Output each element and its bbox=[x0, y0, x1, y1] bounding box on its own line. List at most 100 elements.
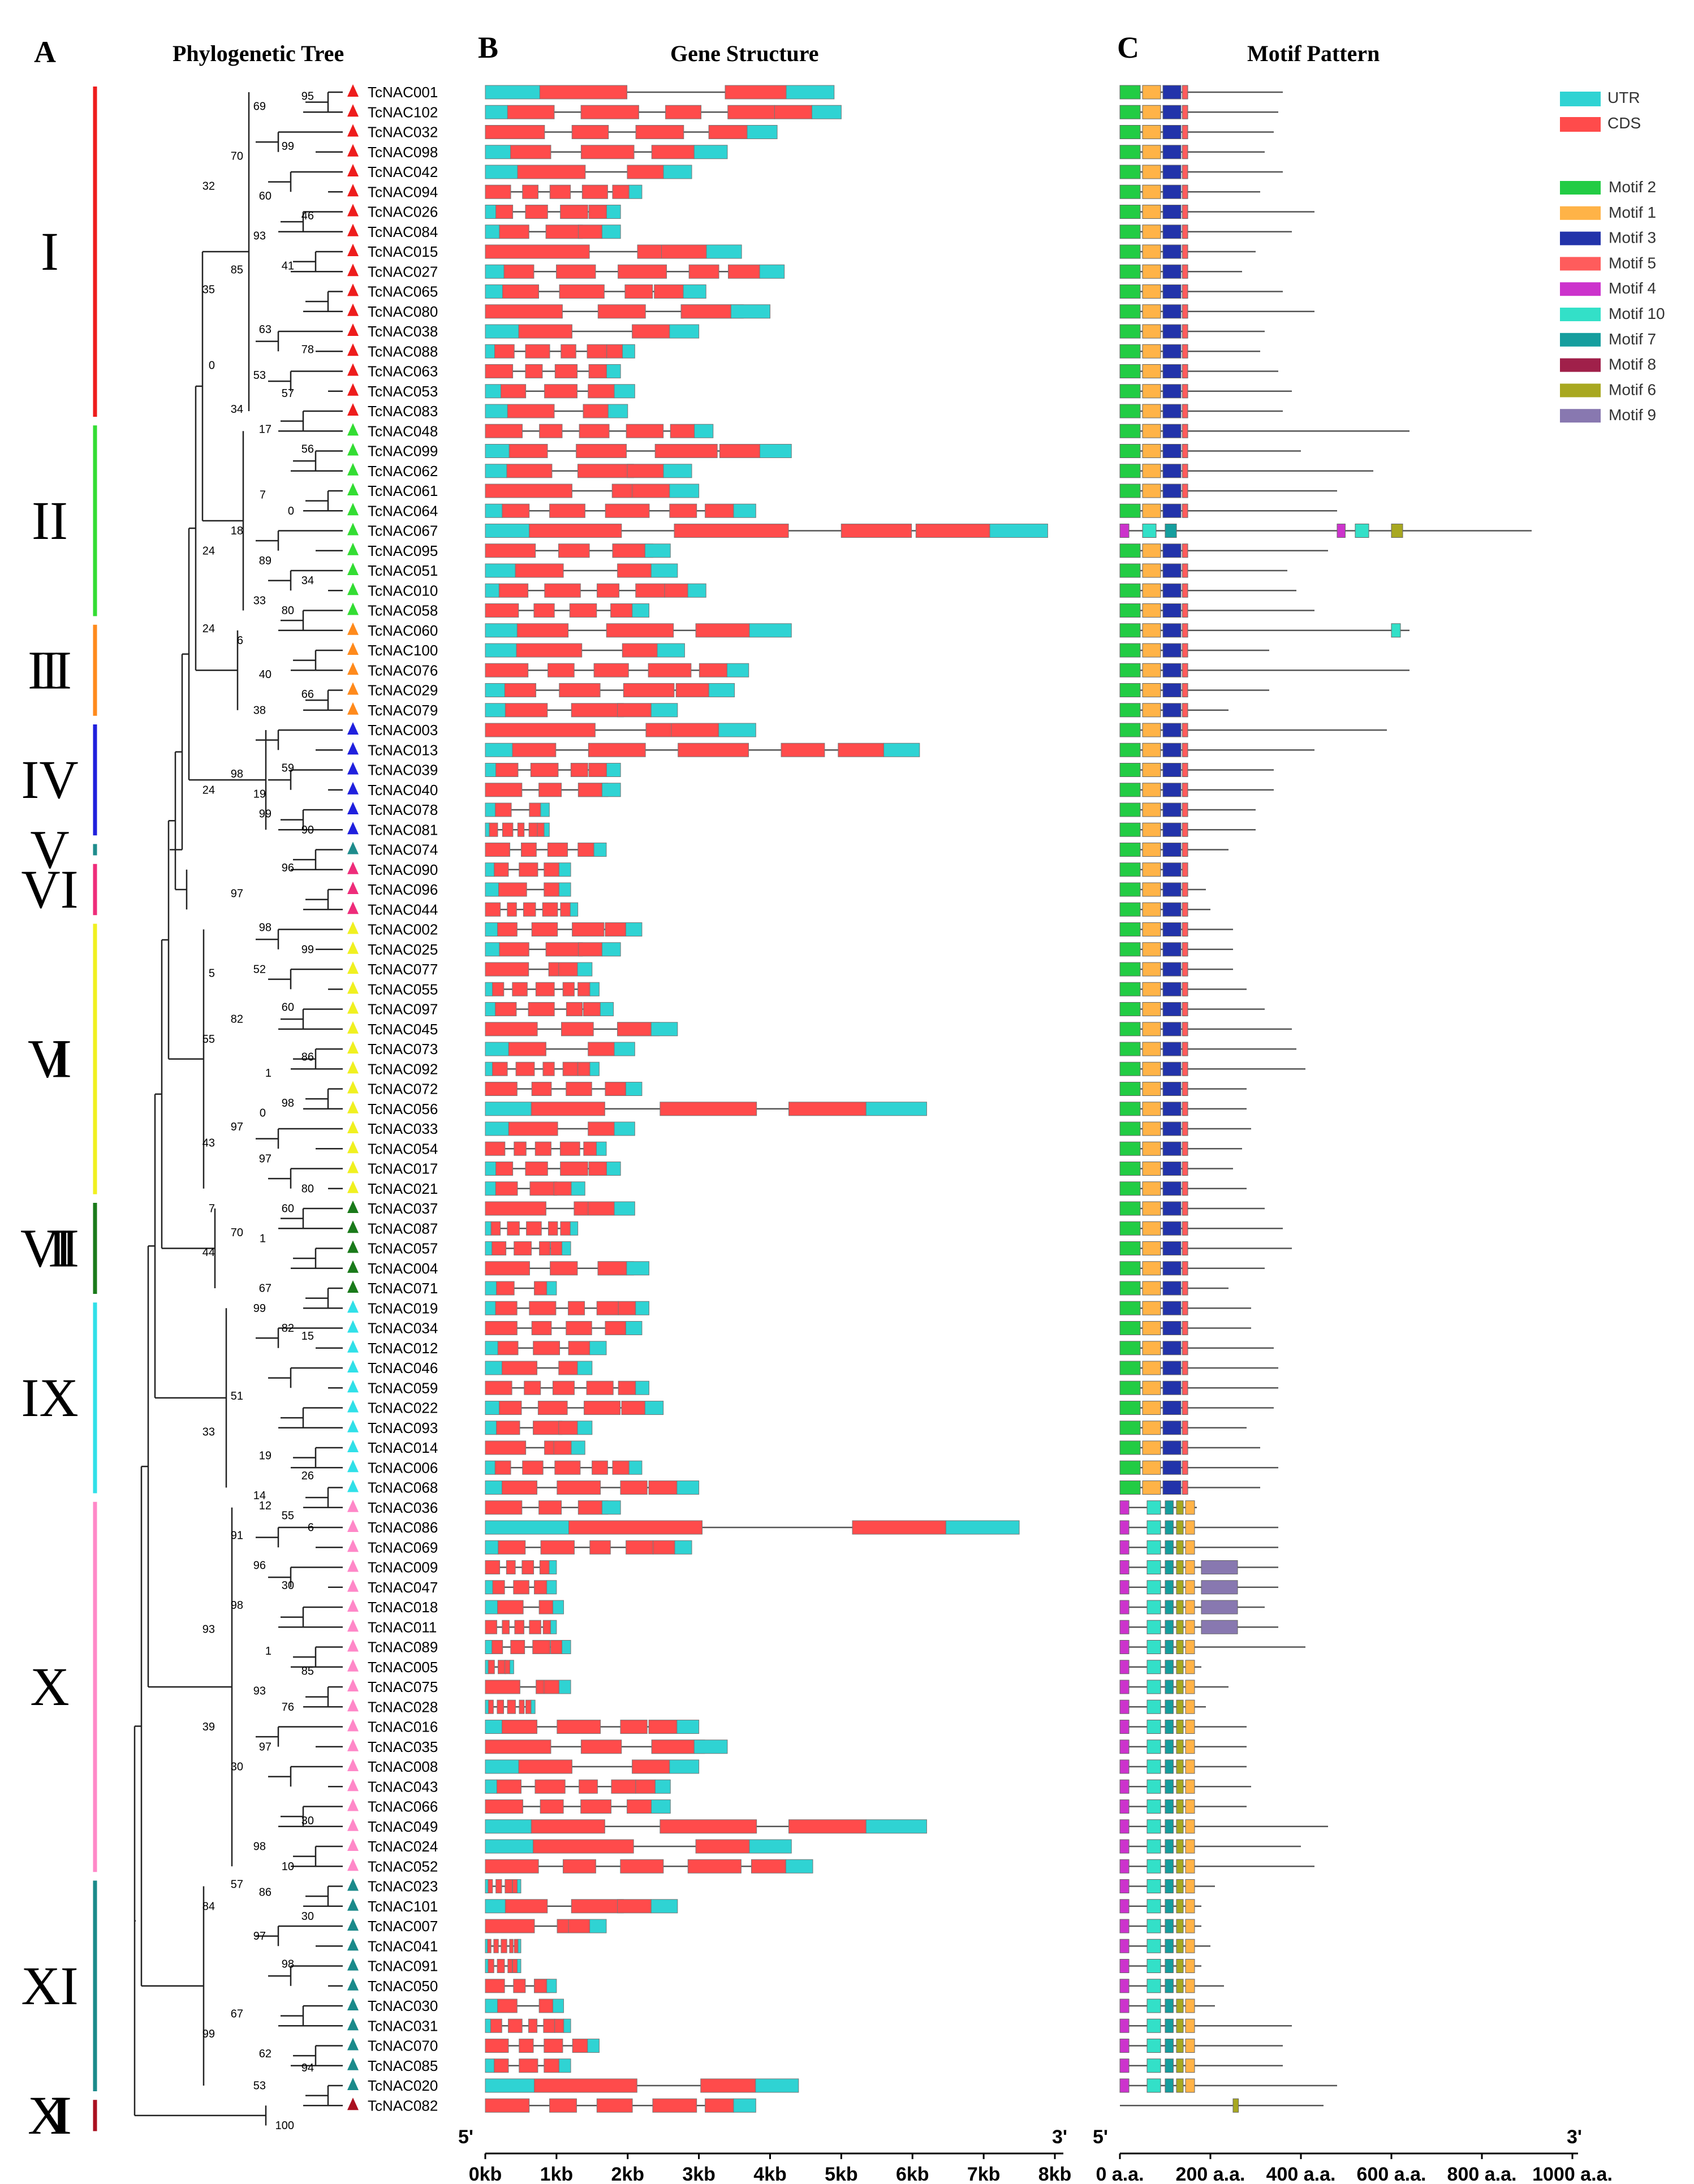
triangle-marker bbox=[347, 1280, 359, 1293]
motif-block-motif-5 bbox=[1182, 184, 1188, 199]
cds-block bbox=[489, 822, 498, 837]
gene-label: TcNAC002 bbox=[368, 921, 438, 938]
motif-block-motif-1 bbox=[1142, 1261, 1161, 1276]
motif-block-motif-7 bbox=[1165, 1999, 1174, 2013]
cds-block bbox=[502, 1361, 537, 1375]
motif-block-motif-5 bbox=[1182, 942, 1188, 957]
bootstrap-value: 96 bbox=[253, 1560, 266, 1572]
cds-block bbox=[485, 723, 596, 737]
motif-block-motif-3 bbox=[1162, 882, 1182, 897]
cds-block bbox=[550, 1241, 562, 1255]
gene-label: TcNAC076 bbox=[368, 662, 438, 679]
cds-block bbox=[507, 902, 517, 917]
panel-c-title: Motif Pattern bbox=[1247, 41, 1380, 66]
motif-block-motif-1 bbox=[1185, 1959, 1195, 1973]
motif-block-motif-1 bbox=[1142, 882, 1161, 897]
motif-block-motif-1 bbox=[1142, 1121, 1161, 1136]
cds-block bbox=[539, 85, 628, 100]
motif-block-motif-6 bbox=[1176, 1799, 1184, 1814]
cds-block bbox=[488, 1699, 494, 1714]
motif-block-motif-2 bbox=[1119, 225, 1141, 239]
motif-block-motif-5 bbox=[1182, 1421, 1188, 1435]
motif-block-motif-7 bbox=[1165, 2078, 1174, 2093]
cds-block bbox=[485, 1022, 538, 1037]
motif-block-motif-3 bbox=[1162, 1022, 1182, 1037]
cds-block bbox=[485, 1261, 530, 1276]
motif-block-motif-9 bbox=[1201, 1600, 1238, 1615]
gene-label: TcNAC025 bbox=[368, 941, 438, 958]
motif-block-motif-1 bbox=[1142, 244, 1161, 259]
utr-5-block bbox=[485, 1241, 493, 1255]
motif-block-motif-3 bbox=[1162, 603, 1182, 618]
motif-block-motif-10 bbox=[1146, 1699, 1161, 1714]
triangle-marker bbox=[347, 1201, 359, 1213]
triangle-marker bbox=[347, 363, 359, 376]
triangle-marker bbox=[347, 2038, 359, 2051]
motif-block-motif-6 bbox=[1176, 1740, 1184, 1754]
motif-block-motif-3 bbox=[1162, 1241, 1182, 1255]
motif-block-motif-3 bbox=[1162, 184, 1182, 199]
cds-block bbox=[557, 1720, 601, 1734]
utr-3-block bbox=[549, 1560, 557, 1574]
motif-block-motif-4 bbox=[1119, 1759, 1130, 1774]
motif-block-motif-2 bbox=[1119, 802, 1141, 817]
motif-block-motif-4 bbox=[1119, 1919, 1130, 1933]
motif-block-motif-7 bbox=[1165, 1580, 1174, 1595]
cds-block bbox=[485, 1201, 546, 1216]
bootstrap-value: 94 bbox=[301, 2062, 314, 2074]
gene-label: TcNAC097 bbox=[368, 1001, 438, 1018]
motif-block-motif-2 bbox=[1119, 1341, 1141, 1356]
motif-block-motif-1 bbox=[1142, 743, 1161, 757]
triangle-marker bbox=[347, 702, 359, 715]
motif-block-motif-5 bbox=[1182, 643, 1188, 658]
motif-block-motif-2 bbox=[1119, 763, 1141, 777]
utr-5-block bbox=[485, 1580, 493, 1595]
motif-block-motif-2 bbox=[1119, 1082, 1141, 1096]
cds-block bbox=[563, 1859, 596, 1874]
cds-block bbox=[525, 344, 550, 359]
gene-label: TcNAC069 bbox=[368, 1539, 438, 1556]
bootstrap-value: 66 bbox=[301, 688, 314, 701]
motif-block-motif-2 bbox=[1119, 1141, 1141, 1156]
bootstrap-value: 5 bbox=[209, 968, 215, 980]
utr-5-block bbox=[485, 1061, 493, 1076]
motif-block-motif-3 bbox=[1162, 783, 1182, 797]
motif-block-motif-10 bbox=[1146, 1779, 1161, 1794]
utr-3-block bbox=[811, 105, 842, 119]
motif-block-motif-7 bbox=[1165, 1740, 1174, 1754]
motif-block-motif-4 bbox=[1119, 2018, 1130, 2033]
utr-3-block bbox=[625, 922, 643, 936]
motif-block-motif-2 bbox=[1119, 1061, 1141, 1076]
cds-block bbox=[528, 1002, 555, 1016]
utr-3-block bbox=[676, 1720, 700, 1734]
cds-block bbox=[485, 543, 536, 558]
cds-block bbox=[568, 1919, 590, 1933]
motif-block-motif-1 bbox=[1142, 1421, 1161, 1435]
motif-block-motif-2 bbox=[1119, 1162, 1141, 1176]
motif-block-motif-3 bbox=[1162, 902, 1182, 917]
triangle-marker bbox=[347, 323, 359, 336]
motif-block-motif-5 bbox=[1182, 1121, 1188, 1136]
cds-block bbox=[485, 125, 545, 139]
cds-block bbox=[513, 1979, 526, 1993]
cds-block bbox=[505, 1899, 548, 1914]
legend-swatch-motif bbox=[1560, 282, 1601, 296]
utr-3-block bbox=[558, 862, 571, 877]
cds-block bbox=[510, 145, 551, 159]
triangle-marker bbox=[347, 722, 359, 735]
cds-block bbox=[533, 1839, 634, 1854]
motif-block-motif-1 bbox=[1142, 763, 1161, 777]
cds-block bbox=[577, 843, 594, 857]
utr-3-block bbox=[596, 1141, 607, 1156]
bootstrap-value: 100 bbox=[275, 2120, 294, 2132]
triangle-marker bbox=[347, 981, 359, 994]
motif-block-motif-2 bbox=[1119, 1042, 1141, 1056]
cds-block bbox=[617, 563, 652, 578]
legend-swatch-motif bbox=[1560, 383, 1601, 398]
bootstrap-value: 99 bbox=[259, 808, 271, 821]
bootstrap-value: 0 bbox=[260, 1107, 266, 1119]
gene-label: TcNAC055 bbox=[368, 981, 438, 998]
motif-block-motif-5 bbox=[1182, 1321, 1188, 1335]
cds-block bbox=[485, 1141, 506, 1156]
cds-block bbox=[495, 1002, 517, 1016]
